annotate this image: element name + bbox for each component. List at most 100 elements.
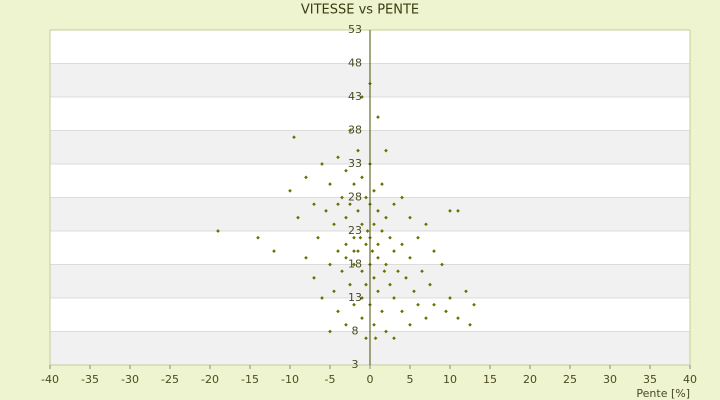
point: [352, 262, 356, 267]
point: [380, 182, 384, 186]
point: [340, 269, 344, 274]
point: [340, 195, 344, 200]
x-tick-label: -30: [121, 373, 139, 386]
point: [296, 215, 300, 220]
x-tick-label: 35: [643, 373, 657, 386]
point: [468, 322, 472, 327]
point: [320, 296, 324, 300]
x-tick-label: -25: [161, 373, 179, 386]
point: [420, 269, 424, 274]
point: [304, 255, 308, 260]
point: [376, 289, 380, 294]
point: [372, 188, 376, 193]
point: [384, 215, 388, 220]
point: [365, 229, 370, 233]
point: [408, 255, 412, 260]
point: [328, 329, 332, 334]
point: [388, 282, 392, 287]
y-tick-label: 33: [348, 157, 362, 170]
point: [360, 222, 364, 227]
point: [324, 209, 328, 213]
point: [382, 269, 387, 274]
x-tick-label: 20: [523, 373, 537, 386]
point: [352, 182, 356, 186]
point: [416, 235, 420, 240]
point: [360, 175, 364, 180]
point: [408, 215, 412, 220]
point: [348, 282, 352, 287]
point: [328, 182, 332, 186]
point: [376, 242, 380, 247]
y-tick-label: 13: [348, 291, 362, 304]
point: [336, 202, 340, 207]
point: [352, 302, 356, 307]
point: [360, 296, 364, 300]
y-tick-label: 23: [348, 224, 362, 237]
point: [372, 276, 376, 280]
point: [332, 222, 336, 227]
point: [364, 336, 368, 341]
point: [424, 222, 428, 227]
y-tick-label: 28: [348, 191, 362, 204]
point: [358, 235, 363, 240]
x-tick-label: 0: [367, 373, 374, 386]
point: [344, 242, 348, 247]
point: [432, 302, 436, 307]
point: [320, 162, 324, 166]
x-tick-label: 5: [407, 373, 414, 386]
point: [456, 316, 460, 320]
point: [376, 209, 380, 213]
point: [380, 309, 384, 314]
point: [360, 95, 364, 99]
point: [344, 322, 348, 327]
x-tick-label: -20: [201, 373, 219, 386]
point: [384, 262, 388, 267]
point: [344, 168, 348, 173]
chart-title: VITESSE vs PENTE: [301, 3, 419, 18]
point: [392, 202, 396, 207]
point: [373, 336, 378, 341]
point: [348, 128, 352, 133]
point: [376, 255, 380, 260]
x-tick-label: 10: [443, 373, 457, 386]
point: [304, 175, 308, 180]
point: [356, 209, 360, 213]
point: [336, 155, 340, 160]
point: [336, 249, 340, 253]
point: [408, 322, 412, 327]
point: [396, 269, 400, 274]
y-tick-label: 53: [348, 23, 362, 36]
point: [372, 222, 376, 227]
point: [360, 269, 364, 274]
point: [444, 309, 448, 314]
point: [424, 316, 428, 320]
point: [352, 235, 356, 240]
point: [464, 289, 468, 294]
point: [384, 329, 388, 334]
point: [392, 296, 396, 300]
x-tick-label: -10: [281, 373, 299, 386]
y-tick-label: 18: [348, 258, 362, 271]
point: [380, 229, 384, 233]
point: [404, 276, 408, 280]
x-tick-label: -35: [81, 373, 99, 386]
point: [360, 316, 364, 320]
point: [370, 249, 375, 253]
point: [448, 296, 452, 300]
point: [332, 289, 336, 294]
point: [392, 249, 396, 253]
point: [328, 262, 332, 267]
point: [364, 282, 368, 287]
point: [416, 302, 420, 307]
point: [384, 148, 388, 153]
x-tick-label: -15: [241, 373, 259, 386]
point: [428, 282, 432, 287]
point: [312, 202, 316, 207]
point: [400, 195, 404, 200]
point: [256, 235, 260, 240]
point: [364, 195, 368, 200]
point: [472, 302, 476, 307]
point: [400, 242, 404, 247]
point: [316, 235, 320, 240]
